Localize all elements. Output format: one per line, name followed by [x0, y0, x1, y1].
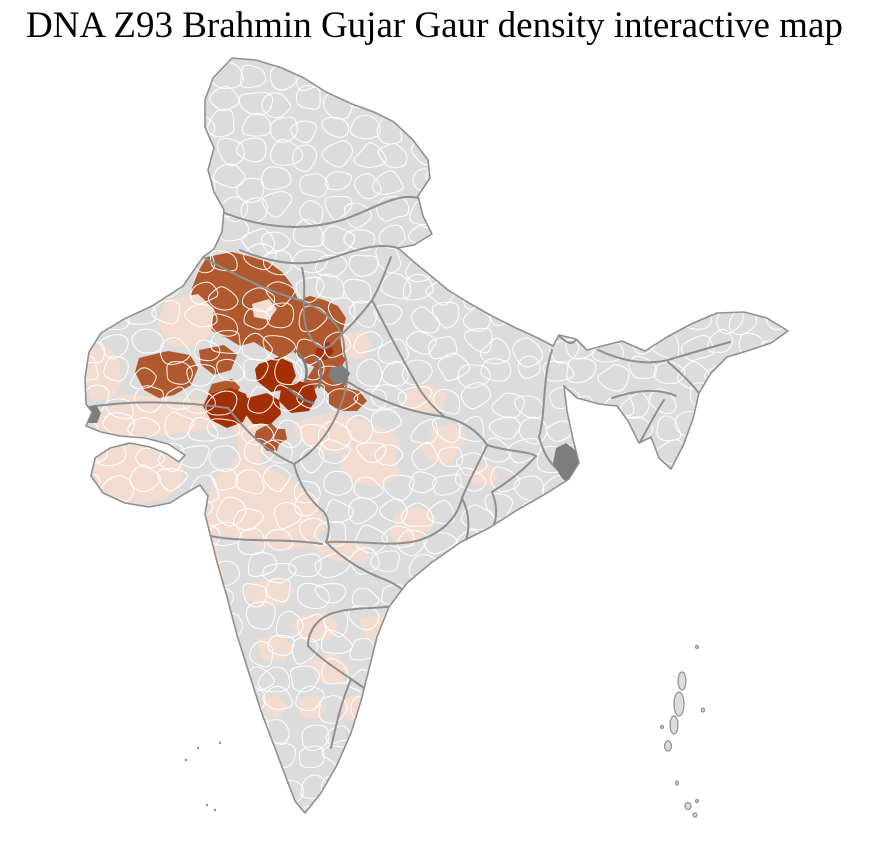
island	[692, 812, 698, 818]
density-low-region	[394, 644, 429, 671]
island	[663, 740, 673, 752]
density-low-region	[252, 299, 277, 320]
density-medium-region	[199, 345, 237, 375]
density-low-region	[93, 444, 184, 504]
density-low-region	[257, 634, 294, 661]
density-low-region	[208, 409, 324, 551]
lakshadweep-islands	[184, 741, 222, 812]
island	[184, 758, 188, 762]
island	[196, 746, 200, 750]
island	[694, 644, 700, 650]
dense-border-cluster	[287, 387, 315, 405]
page-title: DNA Z93 Brahmin Gujar Gaur density inter…	[26, 5, 843, 46]
density-low-region	[157, 294, 214, 348]
island	[659, 724, 665, 730]
dense-border-cluster	[295, 349, 308, 383]
island	[694, 798, 700, 804]
island	[677, 671, 687, 691]
island	[218, 741, 222, 745]
density-medium-region	[329, 387, 367, 411]
density-low-region	[429, 424, 467, 451]
island	[205, 803, 209, 807]
island	[684, 801, 692, 811]
density-low-region	[379, 674, 411, 699]
india-coastline	[84, 57, 789, 814]
island	[673, 691, 685, 717]
island	[674, 780, 680, 786]
india-landmass	[85, 58, 788, 813]
density-low-region	[299, 694, 327, 719]
density-low-region	[264, 695, 287, 717]
island	[213, 808, 217, 812]
dense-border-cluster	[328, 365, 350, 384]
density-low-region	[369, 725, 399, 749]
island	[700, 707, 706, 713]
density-high-region	[243, 393, 281, 424]
dense-border-cluster	[315, 357, 323, 389]
density-low-region	[429, 594, 461, 617]
andaman-nicobar-islands	[659, 644, 706, 818]
island	[669, 715, 679, 735]
